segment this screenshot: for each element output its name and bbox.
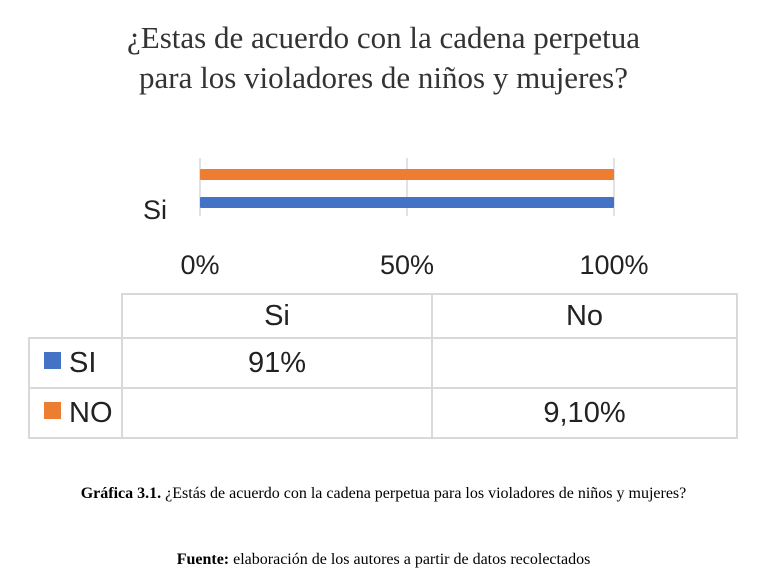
table-cell: 91% [121, 337, 433, 389]
x-tick-label: 0% [180, 250, 219, 280]
axis-labels: 0% 50% 100% Si [143, 195, 649, 280]
bar-no [200, 169, 614, 180]
caption-text: ¿Estás de acuerdo con la cadena perpetua… [165, 485, 687, 502]
bar-si [200, 197, 614, 208]
table-header-row: Si No [29, 293, 738, 339]
table-cell [431, 337, 738, 389]
chart-title-line-2: para los violadores de niños y mujeres? [139, 60, 628, 95]
table-cell: 9,10% [431, 387, 738, 439]
table-row-label: NO [28, 387, 123, 439]
bars [200, 169, 614, 208]
chart-data-table: Si No SI 91% NO 9,10% [28, 293, 738, 439]
table-cell [121, 387, 433, 439]
bar-chart: 0% 50% 100% Si [143, 158, 649, 280]
legend-label-si: SI [69, 346, 97, 379]
source-label: Fuente: [176, 551, 230, 568]
x-tick-label: 100% [579, 250, 648, 280]
legend-label-no: NO [69, 396, 113, 429]
table-row: SI 91% [28, 337, 738, 389]
chart-title-line-1: ¿Estas de acuerdo con la cadena perpetua [127, 20, 640, 55]
table-row-label: SI [28, 337, 123, 389]
figure-caption: Gráfica 3.1. ¿Estás de acuerdo con la ca… [20, 484, 747, 503]
legend-swatch-no [44, 402, 61, 420]
source-text: elaboración de los autores a partir de d… [233, 551, 591, 568]
table-row: NO 9,10% [28, 387, 738, 439]
legend-swatch-si [44, 352, 61, 370]
caption-label: Gráfica 3.1. [80, 485, 162, 502]
chart-title: ¿Estas de acuerdo con la cadena perpetua… [0, 18, 767, 98]
figure-source: Fuente: elaboración de los autores a par… [0, 551, 767, 569]
table-column-header: Si [121, 293, 433, 339]
x-tick-label: 50% [380, 250, 434, 280]
y-category-label: Si [143, 195, 167, 225]
table-corner-cell [29, 294, 123, 339]
table-column-header: No [431, 293, 738, 339]
